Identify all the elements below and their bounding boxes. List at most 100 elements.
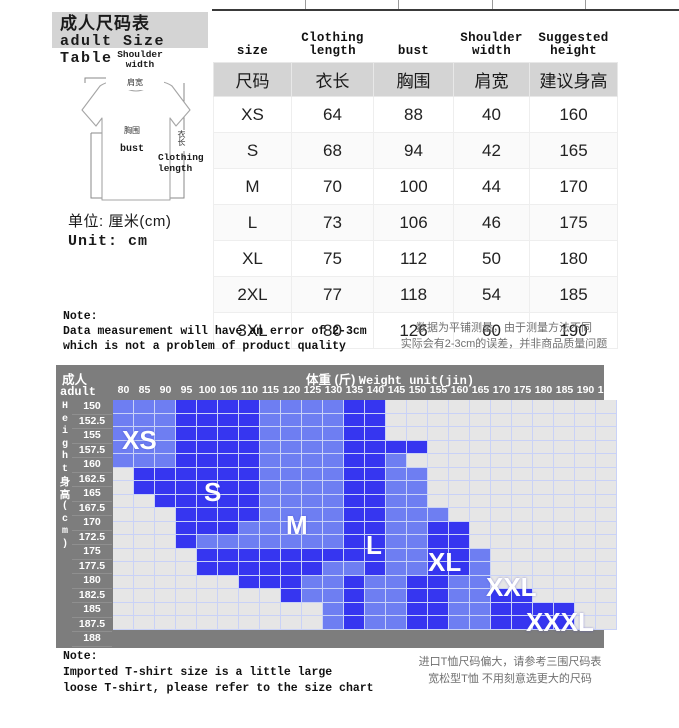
matrix-cell — [575, 440, 596, 454]
matrix-size-label: XXXL — [526, 607, 594, 637]
matrix-cell — [218, 440, 239, 454]
matrix-cell — [554, 400, 575, 414]
matrix-cell — [218, 400, 239, 414]
matrix-cell — [344, 413, 365, 427]
matrix-row — [113, 467, 617, 481]
matrix-cell — [575, 521, 596, 535]
matrix-cell — [197, 427, 218, 441]
matrix-cell — [386, 481, 407, 495]
matrix-row — [113, 413, 617, 427]
cell-value: 75 — [291, 240, 374, 277]
matrix-cell — [197, 481, 218, 495]
cell-value: 185 — [529, 276, 618, 313]
matrix-cell — [197, 508, 218, 522]
matrix-cell — [596, 454, 617, 468]
matrix-cell — [386, 440, 407, 454]
weight-tick: 140 — [366, 384, 385, 396]
matrix-cell — [470, 589, 491, 603]
matrix-row — [113, 535, 617, 549]
matrix-cell — [281, 521, 302, 535]
note-bottom-line1: Imported T-shirt size is a little large — [63, 666, 333, 679]
matrix-cell — [281, 427, 302, 441]
matrix-cell — [365, 535, 386, 549]
matrix-cell — [386, 427, 407, 441]
matrix-cell — [470, 508, 491, 522]
matrix-cell — [176, 494, 197, 508]
matrix-cell — [197, 589, 218, 603]
weight-tick: 110 — [241, 384, 258, 396]
matrix-cell — [302, 440, 323, 454]
matrix-cell — [197, 521, 218, 535]
weight-tick: 130 — [324, 384, 343, 396]
matrix-cell — [491, 575, 512, 589]
matrix-cell — [596, 602, 617, 616]
matrix-cell — [218, 521, 239, 535]
matrix-cell — [365, 616, 386, 630]
header-en-suggested-height: Suggested height — [529, 26, 618, 63]
height-axis-char: H — [61, 401, 68, 412]
matrix-cell — [512, 521, 533, 535]
table-header-row-english: size Clothing length bust Shoulder width… — [213, 26, 618, 63]
matrix-cell — [533, 616, 554, 630]
note-top-chinese: 数据为平铺测量，由于测量方法不同 实际会有2-3cm的误差，并非商品质量问题 — [389, 320, 619, 352]
matrix-cell — [491, 481, 512, 495]
matrix-cell — [344, 616, 365, 630]
matrix-cell — [533, 575, 554, 589]
matrix-row — [113, 494, 617, 508]
matrix-cell — [176, 535, 197, 549]
matrix-cell — [176, 427, 197, 441]
matrix-cell — [155, 400, 176, 414]
matrix-cell — [134, 562, 155, 576]
cell-value: 88 — [373, 96, 454, 133]
matrix-cell — [533, 535, 554, 549]
matrix-cell — [575, 427, 596, 441]
matrix-cell — [386, 467, 407, 481]
matrix-size-label: XXL — [486, 572, 537, 602]
matrix-cell — [554, 535, 575, 549]
matrix-cell — [344, 562, 365, 576]
matrix-cell — [323, 508, 344, 522]
height-tick: 155 — [72, 429, 112, 444]
matrix-cell — [365, 413, 386, 427]
matrix-size-label: M — [286, 510, 308, 540]
matrix-cell — [596, 481, 617, 495]
matrix-cell — [344, 589, 365, 603]
matrix-height-axis: 150 152.5 155 157.5 160 162.5 165 167.5 170 172.5… — [72, 400, 112, 647]
matrix-cell — [407, 481, 428, 495]
matrix-cell — [533, 427, 554, 441]
matrix-cell — [449, 562, 470, 576]
matrix-cell — [533, 521, 554, 535]
matrix-cell — [365, 548, 386, 562]
matrix-cell — [491, 589, 512, 603]
matrix-row — [113, 548, 617, 562]
cell-size: 3XL — [213, 312, 292, 349]
matrix-row — [113, 521, 617, 535]
matrix-cell — [491, 467, 512, 481]
matrix-cell — [134, 454, 155, 468]
height-tick: 187.5 — [72, 618, 112, 632]
matrix-cell — [155, 454, 176, 468]
matrix-cell — [470, 575, 491, 589]
matrix-cell — [344, 521, 365, 535]
matrix-cell — [407, 589, 428, 603]
matrix-cell — [239, 548, 260, 562]
matrix-cell — [302, 413, 323, 427]
weight-tick: 190 — [576, 384, 595, 396]
cell-value: 94 — [373, 132, 454, 169]
weight-tick: 160 — [450, 384, 469, 396]
matrix-cell — [113, 562, 134, 576]
cell-value: 64 — [291, 96, 374, 133]
cell-value: 165 — [529, 132, 618, 169]
matrix-cell — [239, 562, 260, 576]
height-tick: 175 — [72, 545, 112, 560]
matrix-cell — [176, 548, 197, 562]
matrix-cell — [512, 508, 533, 522]
matrix-cell — [176, 589, 197, 603]
matrix-cell — [365, 454, 386, 468]
matrix-cell — [176, 602, 197, 616]
matrix-cell — [176, 575, 197, 589]
matrix-cell — [113, 602, 134, 616]
matrix-cell — [407, 508, 428, 522]
matrix-cell — [512, 467, 533, 481]
